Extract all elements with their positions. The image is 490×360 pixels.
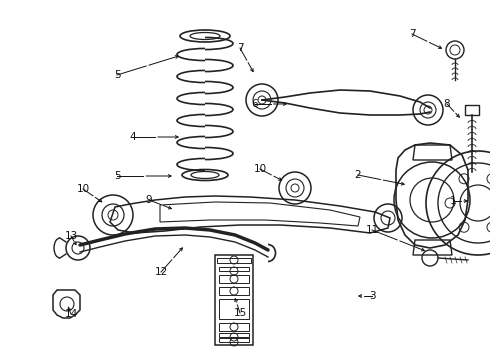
Text: 8: 8 <box>443 99 450 109</box>
Text: 5: 5 <box>114 70 121 80</box>
Text: 10: 10 <box>76 184 90 194</box>
Text: 11: 11 <box>366 225 379 235</box>
Text: 7: 7 <box>409 29 416 39</box>
Bar <box>219 323 249 331</box>
Text: 7: 7 <box>237 43 244 53</box>
Bar <box>219 267 249 271</box>
Text: 13: 13 <box>64 231 77 241</box>
Text: 9: 9 <box>146 195 152 205</box>
Bar <box>215 255 253 345</box>
Text: 4: 4 <box>130 132 136 142</box>
Bar <box>465 105 479 115</box>
Text: 15: 15 <box>233 308 246 318</box>
Bar <box>219 333 249 337</box>
Bar <box>219 299 249 319</box>
Text: 6: 6 <box>252 99 258 109</box>
Bar <box>219 287 249 295</box>
Text: 14: 14 <box>64 309 77 319</box>
Bar <box>219 338 249 342</box>
Text: 2: 2 <box>355 170 361 180</box>
Text: 3: 3 <box>368 291 375 301</box>
Text: 12: 12 <box>154 267 168 277</box>
Text: 1: 1 <box>450 196 456 206</box>
Text: 5: 5 <box>114 171 121 181</box>
Text: 10: 10 <box>253 164 267 174</box>
Bar <box>219 275 249 283</box>
Bar <box>217 258 251 263</box>
